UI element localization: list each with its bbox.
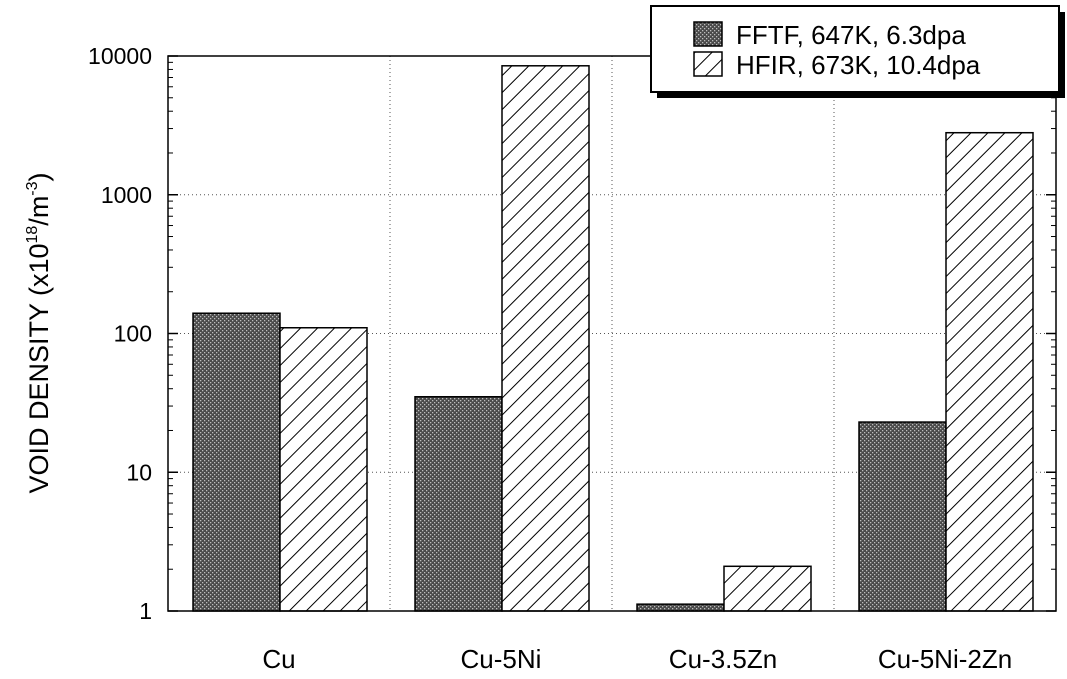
y-tick-label: 10000 [88, 43, 152, 69]
bar-hfir-cu [279, 327, 368, 612]
x-category-labels: Cu Cu-5Ni Cu-3.5Zn Cu-5Ni-2Zn [262, 644, 1012, 674]
y-tick-labels: 1 10 100 1000 10000 [88, 43, 152, 624]
legend-swatch-fftf [693, 21, 723, 47]
bar-hfir-cu5ni [501, 65, 590, 612]
legend-label-fftf: FFTF, 647K, 6.3dpa [736, 20, 966, 50]
x-category-label: Cu-3.5Zn [669, 644, 777, 674]
legend-label-hfir: HFIR, 673K, 10.4dpa [736, 50, 981, 80]
y-tick-label: 1000 [101, 182, 152, 208]
bar-fftf-cu5ni2zn [858, 421, 947, 612]
y-tick-label: 1 [139, 598, 152, 624]
bar-hfir-cu5ni2zn [945, 131, 1034, 612]
x-category-label: Cu-5Ni-2Zn [878, 644, 1012, 674]
y-tick-label: 10 [126, 459, 152, 485]
legend: FFTF, 647K, 6.3dpa HFIR, 673K, 10.4dpa [650, 5, 1065, 98]
bars [192, 65, 1034, 612]
x-category-label: Cu [262, 644, 295, 674]
legend-box [650, 5, 1060, 93]
y-tick-label: 100 [114, 321, 152, 347]
bar-fftf-cu5ni [414, 396, 503, 612]
y-axis-label: VOID DENSITY (x1018/m-3) [24, 172, 54, 493]
bar-fftf-cu [192, 312, 281, 612]
bar-fftf-cu35zn [636, 603, 725, 612]
bar-hfir-cu35zn [723, 565, 812, 612]
legend-swatch-hfir [693, 51, 723, 77]
x-category-label: Cu-5Ni [461, 644, 542, 674]
